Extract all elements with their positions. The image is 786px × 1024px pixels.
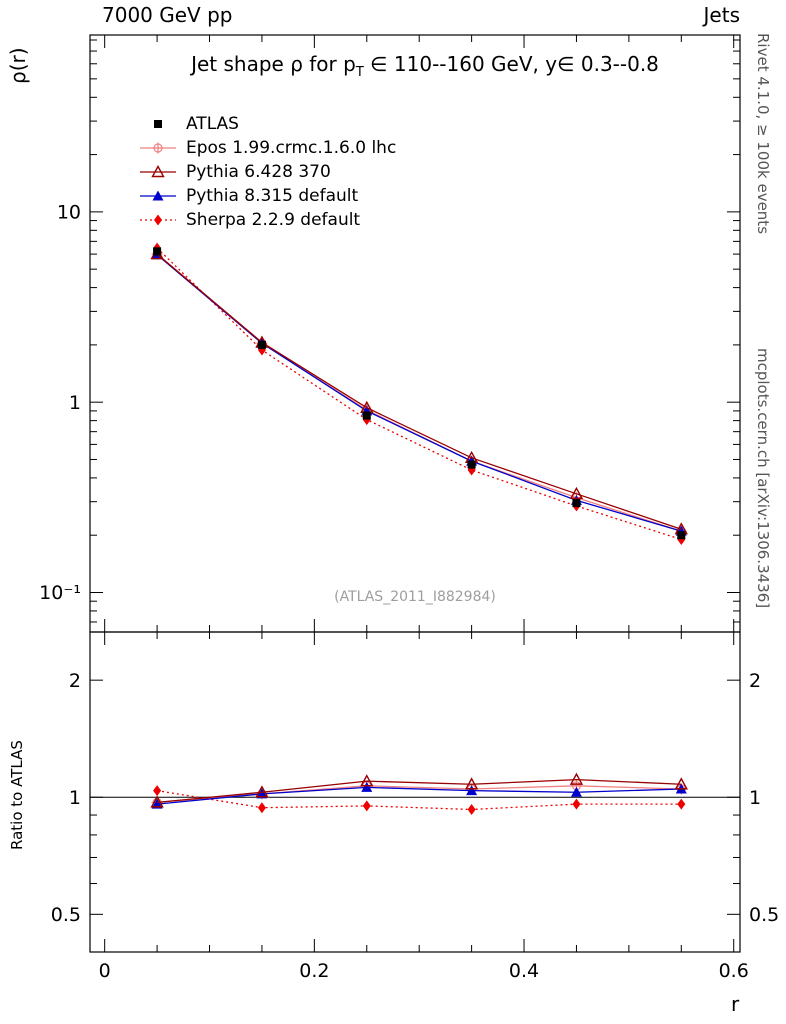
svg-text:2: 2: [749, 670, 761, 692]
series-epos-1-99-crmc-1-6-0-lhc: [151, 248, 687, 808]
y-ticks-main: [90, 39, 740, 623]
legend-marker-atlas: [154, 120, 162, 128]
series-atlas: [153, 247, 686, 540]
legend-item: Epos 1.99.crmc.1.6.0 lhc: [140, 136, 396, 160]
y-axis-title: ρ(r): [6, 47, 30, 84]
legend-item: ATLAS: [140, 112, 396, 136]
x-ticks: [104, 35, 735, 952]
x-tick-labels: 0 0.2 0.4 0.6: [99, 960, 749, 982]
y-tick-labels-main: 10 1 10⁻¹: [39, 202, 81, 605]
svg-text:2: 2: [69, 670, 81, 692]
legend-label: Sherpa 2.2.9 default: [186, 210, 361, 230]
plot-title-pre: Jet shape ρ for p: [191, 52, 356, 76]
legend-marker-sherpa-2-2-9-default: [140, 214, 176, 226]
mcplots-citation-label: mcplots.cern.ch [arXiv:1306.3436]: [754, 348, 772, 609]
legend-item: Sherpa 2.2.9 default: [140, 208, 396, 232]
legend-item: Pythia 6.428 370: [140, 160, 396, 184]
svg-text:0: 0: [99, 960, 111, 982]
series-pythia-6-428-370: [150, 247, 688, 808]
legend-marker-pythia-6-428-370: [140, 165, 176, 178]
legend-label: Epos 1.99.crmc.1.6.0 lhc: [186, 138, 397, 158]
collision-energy-label: 7000 GeV pp: [102, 3, 233, 27]
svg-text:0.5: 0.5: [749, 904, 779, 926]
x-axis-title: r: [731, 992, 740, 1016]
svg-text:1: 1: [69, 787, 81, 809]
analysis-id-watermark: (ATLAS_2011_I882984): [334, 589, 496, 605]
svg-text:10: 10: [57, 202, 81, 224]
legend-item: Pythia 8.315 default: [140, 184, 396, 208]
legend-label: Pythia 8.315 default: [186, 186, 359, 206]
legend-marker-pythia-8-315-default: [140, 190, 176, 201]
plot-title: Jet shape ρ for pT ∈ 110--160 GeV, y∈ 0.…: [110, 52, 740, 80]
svg-text:0.6: 0.6: [719, 960, 749, 982]
rivet-version-label: Rivet 4.1.0, ≥ 100k events: [754, 33, 772, 235]
series-pythia-8-315-default: [151, 249, 687, 809]
ratio-panel-frame: [89, 631, 741, 953]
svg-text:1: 1: [69, 392, 81, 414]
svg-text:0.5: 0.5: [51, 904, 81, 926]
svg-text:1: 1: [749, 787, 761, 809]
svg-text:0.2: 0.2: [299, 960, 329, 982]
series-sherpa-2-2-9-default: [153, 242, 686, 815]
svg-text:10⁻¹: 10⁻¹: [39, 582, 81, 604]
legend-label: Pythia 6.428 370: [186, 162, 331, 182]
legend-marker-epos-1-99-crmc-1-6-0-lhc: [140, 142, 176, 154]
plot-title-post: ∈ 110--160 GeV, y∈ 0.3--0.8: [363, 52, 659, 76]
y-tick-labels-ratio: 2 2 1 1 0.5 0.5: [51, 670, 779, 926]
ratio-axis-title: Ratio to ATLAS: [8, 740, 26, 850]
svg-text:0.4: 0.4: [509, 960, 539, 982]
pt-subscript: T: [355, 65, 364, 80]
legend: ATLAS Epos 1.99.crmc.1.6.0 lhc Pythia 6.42…: [140, 112, 396, 232]
legend-label: ATLAS: [186, 114, 239, 134]
analysis-group-label: Jets: [703, 3, 740, 27]
